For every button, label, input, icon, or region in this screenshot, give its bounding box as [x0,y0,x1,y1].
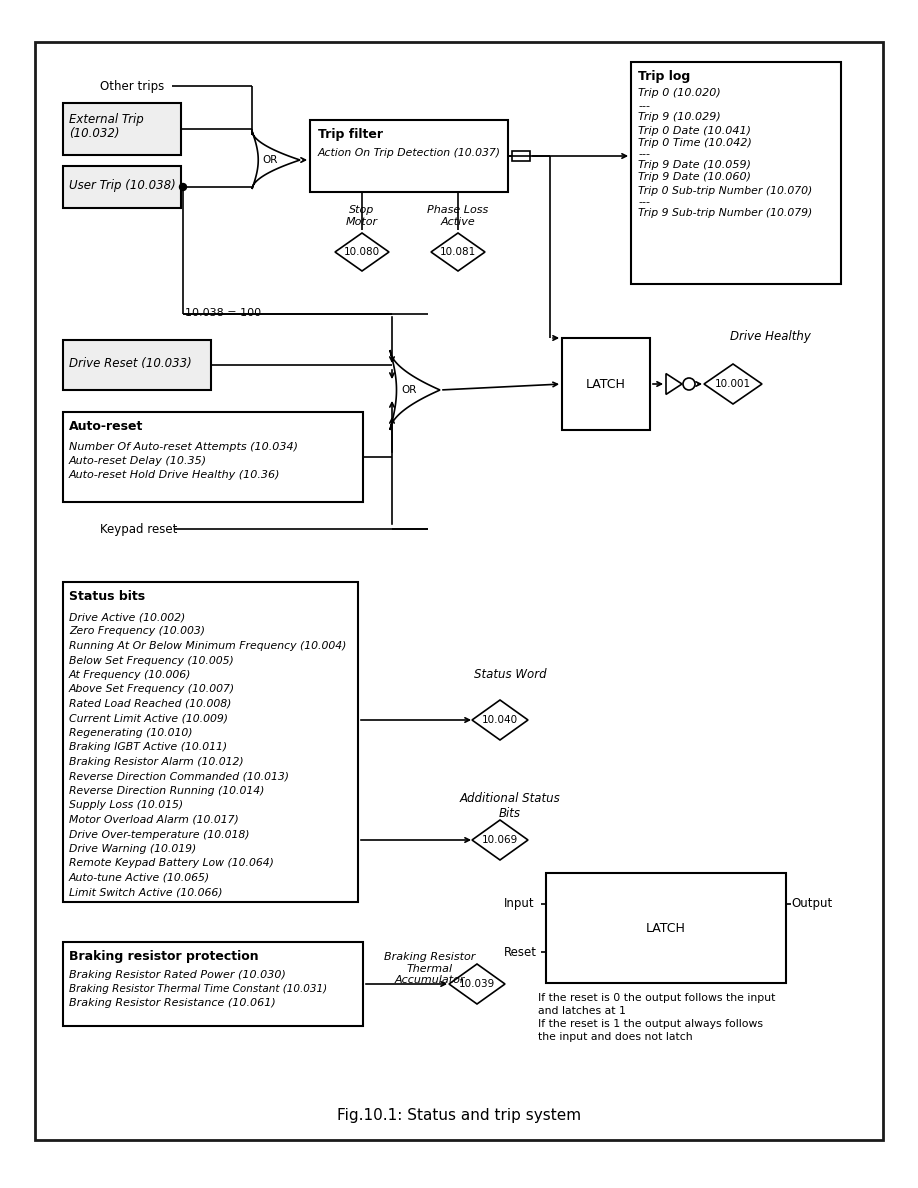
Text: Trip 9 Sub-trip Number (10.079): Trip 9 Sub-trip Number (10.079) [638,208,812,219]
Polygon shape [449,963,505,1004]
Text: Drive Over-temperature (10.018): Drive Over-temperature (10.018) [69,829,250,840]
Text: Trip 0 Time (10.042): Trip 0 Time (10.042) [638,138,752,148]
Text: Additional Status
Bits: Additional Status Bits [460,792,560,820]
Text: Other trips: Other trips [100,80,164,93]
Text: 10.080: 10.080 [344,247,380,257]
Text: LATCH: LATCH [586,378,626,391]
Text: Drive Reset (10.033): Drive Reset (10.033) [69,358,192,369]
Bar [562,339,650,430]
Text: Motor Overload Alarm (10.017): Motor Overload Alarm (10.017) [69,815,239,824]
Text: Output: Output [791,897,833,910]
Text: the input and does not latch: the input and does not latch [538,1032,692,1042]
Text: Braking Resistor Resistance (10.061): Braking Resistor Resistance (10.061) [69,998,275,1007]
Polygon shape [431,233,485,271]
Text: and latches at 1: and latches at 1 [538,1006,626,1016]
Text: Drive Active (10.002): Drive Active (10.002) [69,612,185,623]
Circle shape [683,378,695,390]
Text: Number Of Auto-reset Attempts (10.034): Number Of Auto-reset Attempts (10.034) [69,442,298,451]
Text: 10.039: 10.039 [459,979,495,988]
Text: Input: Input [504,897,534,910]
Text: ---: --- [638,148,650,159]
Bar [63,166,181,208]
Text: OR: OR [401,385,417,394]
Text: Braking Resistor Thermal Time Constant (10.031): Braking Resistor Thermal Time Constant (… [69,984,327,994]
Text: Drive Warning (10.019): Drive Warning (10.019) [69,843,196,854]
Text: Trip log: Trip log [638,70,690,83]
Text: Supply Loss (10.015): Supply Loss (10.015) [69,801,183,810]
Text: Reverse Direction Commanded (10.013): Reverse Direction Commanded (10.013) [69,771,289,782]
Text: Regenerating (10.010): Regenerating (10.010) [69,728,193,738]
Text: Stop
Motor: Stop Motor [346,206,378,227]
Text: Drive Healthy: Drive Healthy [730,330,811,343]
Text: Braking Resistor Alarm (10.012): Braking Resistor Alarm (10.012) [69,757,243,767]
Text: At Frequency (10.006): At Frequency (10.006) [69,670,191,680]
Text: External Trip: External Trip [69,113,144,126]
Bar [63,103,181,154]
Polygon shape [704,364,762,404]
Text: Status bits: Status bits [69,590,145,604]
Text: Trip filter: Trip filter [318,128,383,141]
Text: Zero Frequency (10.003): Zero Frequency (10.003) [69,626,205,637]
Text: LATCH: LATCH [646,922,686,935]
Text: 10.040: 10.040 [482,715,518,725]
Text: (10.032): (10.032) [69,127,119,140]
Text: Fig.10.1: Status and trip system: Fig.10.1: Status and trip system [337,1108,581,1123]
Text: If the reset is 1 the output always follows: If the reset is 1 the output always foll… [538,1019,763,1029]
Circle shape [180,183,186,190]
Bar [63,942,363,1026]
Text: OR: OR [263,154,278,165]
Text: manualshlve.com: manualshlve.com [112,436,688,804]
Text: Keypad reset: Keypad reset [100,523,177,536]
Text: Running At Or Below Minimum Frequency (10.004): Running At Or Below Minimum Frequency (1… [69,642,346,651]
Bar [63,582,358,902]
Text: ---: --- [638,197,650,207]
Text: Above Set Frequency (10.007): Above Set Frequency (10.007) [69,684,235,695]
Text: Rated Load Reached (10.008): Rated Load Reached (10.008) [69,699,231,709]
Polygon shape [252,131,300,189]
Polygon shape [666,373,682,394]
Text: Trip 0 Sub-trip Number (10.070): Trip 0 Sub-trip Number (10.070) [638,187,812,196]
Text: Limit Switch Active (10.066): Limit Switch Active (10.066) [69,887,222,897]
Text: Current Limit Active (10.009): Current Limit Active (10.009) [69,714,228,723]
Text: Trip 9 Date (10.059): Trip 9 Date (10.059) [638,160,751,170]
Text: Reset: Reset [504,946,537,959]
Bar [310,120,508,192]
Text: 10.038 = 100: 10.038 = 100 [185,308,261,318]
Text: Braking IGBT Active (10.011): Braking IGBT Active (10.011) [69,742,227,752]
Text: User Trip (10.038): User Trip (10.038) [69,179,175,192]
Text: Below Set Frequency (10.005): Below Set Frequency (10.005) [69,656,234,665]
Bar [546,873,786,982]
Polygon shape [335,233,389,271]
Text: ---: --- [638,101,650,110]
Text: 10.001: 10.001 [715,379,751,388]
Bar [631,62,841,284]
Text: Remote Keypad Battery Low (10.064): Remote Keypad Battery Low (10.064) [69,859,274,868]
Polygon shape [472,700,528,740]
Text: Trip 0 (10.020): Trip 0 (10.020) [638,88,721,97]
Text: Reverse Direction Running (10.014): Reverse Direction Running (10.014) [69,786,264,796]
Text: Trip 9 (10.029): Trip 9 (10.029) [638,112,721,122]
Text: 10.069: 10.069 [482,835,518,845]
Text: Action On Trip Detection (10.037): Action On Trip Detection (10.037) [318,148,501,158]
Text: Braking resistor protection: Braking resistor protection [69,950,259,963]
Text: Auto-reset Delay (10.35): Auto-reset Delay (10.35) [69,456,207,466]
Text: Auto-tune Active (10.065): Auto-tune Active (10.065) [69,873,210,883]
Text: 10.081: 10.081 [440,247,476,257]
Text: Auto-reset: Auto-reset [69,421,143,432]
Text: Trip 0 Date (10.041): Trip 0 Date (10.041) [638,126,751,135]
Text: Auto-reset Hold Drive Healthy (10.36): Auto-reset Hold Drive Healthy (10.36) [69,470,281,480]
Bar [512,151,530,162]
Text: If the reset is 0 the output follows the input: If the reset is 0 the output follows the… [538,993,776,1003]
Polygon shape [472,820,528,860]
Polygon shape [390,350,440,430]
Text: Trip 9 Date (10.060): Trip 9 Date (10.060) [638,172,751,182]
Text: Phase Loss
Active: Phase Loss Active [428,206,488,227]
Bar [63,340,211,390]
Text: Braking Resistor Rated Power (10.030): Braking Resistor Rated Power (10.030) [69,969,285,980]
Text: Braking Resistor
Thermal
Accumulator: Braking Resistor Thermal Accumulator [385,952,476,985]
Bar [63,412,363,503]
Text: Status Word: Status Word [474,668,546,681]
